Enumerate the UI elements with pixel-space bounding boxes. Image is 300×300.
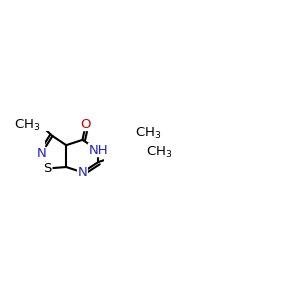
Text: N: N <box>36 148 46 160</box>
Text: NH: NH <box>88 144 108 157</box>
Text: CH$_3$: CH$_3$ <box>135 126 162 141</box>
Text: CH$_3$: CH$_3$ <box>14 118 41 133</box>
Text: CH$_3$: CH$_3$ <box>146 145 173 160</box>
Text: N: N <box>78 166 87 179</box>
Text: O: O <box>81 118 91 130</box>
Text: S: S <box>44 162 52 175</box>
